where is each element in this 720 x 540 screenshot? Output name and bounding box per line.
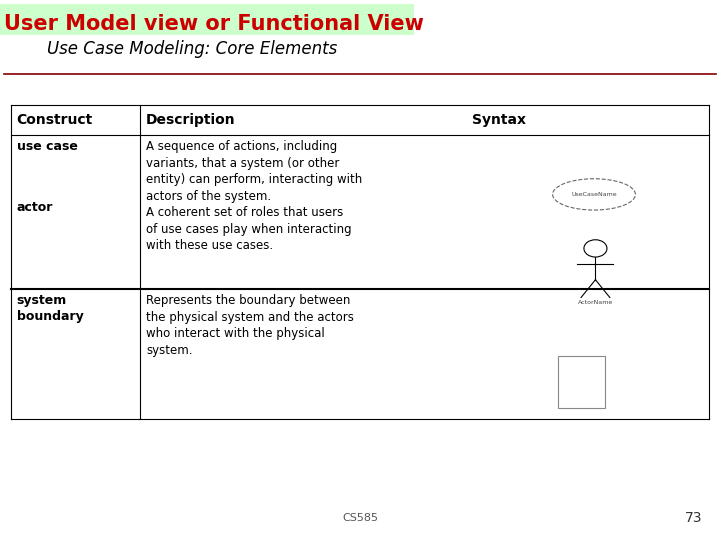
Text: actor: actor [17,201,53,214]
Text: Construct: Construct [17,113,93,127]
Ellipse shape [553,179,635,210]
Circle shape [584,240,607,257]
Text: Use Case Modeling: Core Elements: Use Case Modeling: Core Elements [47,39,337,58]
Text: ActorName: ActorName [578,300,613,305]
Text: use case: use case [17,140,78,153]
Text: system
boundary: system boundary [17,294,84,323]
FancyBboxPatch shape [558,356,605,408]
Text: 73: 73 [685,511,702,525]
Text: UseCaseName: UseCaseName [571,192,617,197]
Text: A sequence of actions, including
variants, that a system (or other
entity) can p: A sequence of actions, including variant… [146,140,362,252]
Text: Description: Description [146,113,235,127]
Text: User Model view or Functional View: User Model view or Functional View [4,14,423,35]
Text: CS585: CS585 [342,514,378,523]
Text: Syntax: Syntax [472,113,526,127]
FancyBboxPatch shape [0,4,414,35]
Text: Represents the boundary between
the physical system and the actors
who interact : Represents the boundary between the phys… [146,294,354,357]
